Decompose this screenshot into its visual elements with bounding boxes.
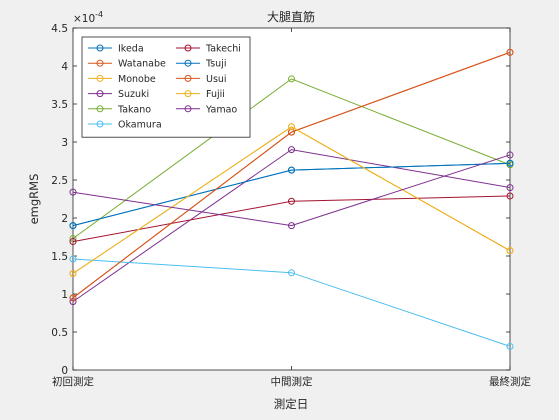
- legend-label: Usui: [206, 74, 227, 85]
- x-tick-label: 初回測定: [52, 375, 94, 388]
- legend-label: Monobe: [118, 74, 156, 85]
- y-tick-label: 2.5: [51, 175, 68, 187]
- x-tick-label: 中間測定: [271, 375, 313, 388]
- legend-label: Fujii: [206, 89, 225, 100]
- y-exponent-power: -4: [95, 10, 103, 19]
- y-tick-label: 4: [61, 61, 68, 73]
- legend-label: Takechi: [205, 44, 241, 55]
- y-tick-label: 3: [61, 137, 68, 149]
- legend-label: Ikeda: [118, 44, 144, 55]
- legend-label: Yamao: [205, 104, 237, 115]
- svg-text:×10-4: ×10-4: [73, 10, 103, 25]
- y-tick-label: 4.5: [51, 23, 68, 35]
- x-axis-label: 測定日: [274, 397, 309, 411]
- y-tick-label: 1: [61, 289, 68, 301]
- legend-label: Watanabe: [118, 59, 166, 70]
- y-tick-label: 1.5: [51, 251, 68, 263]
- y-exponent-label: ×10-4: [73, 10, 103, 25]
- y-tick-label: 0.5: [51, 327, 68, 339]
- y-axis-label: emgRMS: [27, 174, 41, 225]
- legend[interactable]: Ikeda Watanabe Monobe Suzuki Takano Okamura Ta…: [82, 37, 250, 137]
- y-tick-label: 2: [61, 213, 68, 225]
- chart-title: 大腿直筋: [267, 9, 315, 24]
- legend-label: Tsuji: [205, 59, 226, 70]
- legend-label: Suzuki: [118, 89, 149, 100]
- x-tick-label: 最終測定: [489, 375, 531, 388]
- y-tick-label: 3.5: [51, 99, 68, 111]
- legend-label: Takano: [117, 104, 151, 115]
- legend-label: Okamura: [118, 120, 162, 131]
- y-exponent-base: ×10: [73, 13, 95, 25]
